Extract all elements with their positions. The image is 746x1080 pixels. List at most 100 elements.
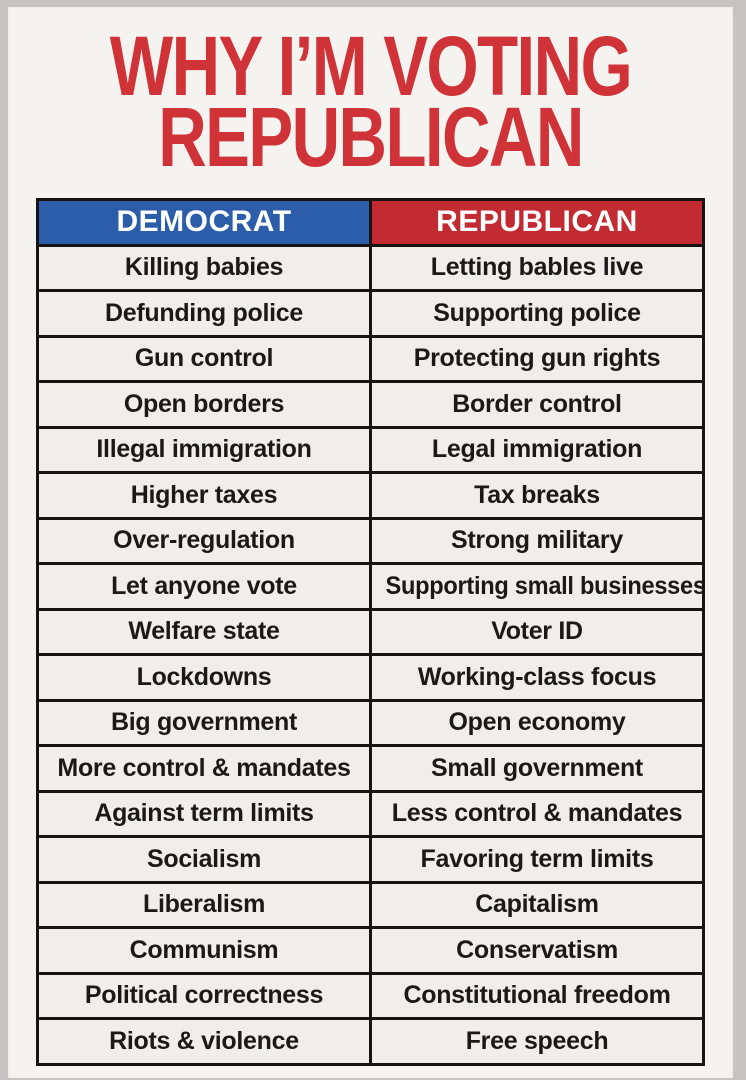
democrat-cell: Defunding police: [36, 289, 372, 338]
table-row: Illegal immigration Legal immigration: [36, 425, 705, 474]
page-title-line2: REPUBLICAN: [158, 90, 584, 184]
democrat-cell-label: Communism: [129, 935, 279, 964]
democrat-cell: Political correctness: [36, 971, 372, 1020]
democrat-cell: Welfare state: [36, 607, 372, 656]
democrat-cell-label: Gun control: [134, 344, 274, 373]
republican-cell-label: Constitutional freedom: [403, 981, 671, 1010]
table-header-row: DEMOCRAT REPUBLICAN: [36, 198, 705, 247]
democrat-cell: Communism: [36, 926, 372, 975]
republican-cell: Border control: [369, 380, 705, 429]
democrat-cell: Lockdowns: [36, 653, 372, 702]
democrat-cell-label: Political correctness: [84, 981, 324, 1010]
table-row: Against term limits Less control & mandat…: [36, 789, 705, 838]
page-content: WHY I’M VOTING REPUBLICAN DEMOCRAT REPUB…: [8, 7, 733, 1078]
democrat-cell: Killing babies: [36, 243, 372, 292]
republican-cell: Letting bables live: [369, 243, 705, 292]
democrat-cell-label: Defunding police: [105, 298, 303, 327]
democrat-cell-label: More control & mandates: [57, 753, 351, 782]
table-body: Killing babies Letting bables live Defundi…: [36, 243, 705, 1066]
democrat-cell: Socialism: [36, 835, 372, 884]
republican-cell-label: Conservatism: [456, 935, 618, 964]
republican-cell: Voter ID: [369, 607, 705, 656]
democrat-cell-label: Socialism: [146, 844, 262, 873]
table-row: Riots & violence Free speech: [36, 1017, 705, 1066]
header-republican-label: REPUBLICAN: [436, 205, 638, 239]
page-title: WHY I’M VOTING REPUBLICAN: [81, 19, 661, 184]
republican-cell-label: Capitalism: [475, 890, 599, 919]
democrat-cell-label: Against term limits: [94, 799, 314, 828]
democrat-cell-label: Illegal immigration: [96, 435, 312, 464]
democrat-cell: More control & mandates: [36, 744, 372, 793]
republican-cell: Tax breaks: [369, 471, 705, 520]
democrat-cell: Gun control: [36, 334, 372, 383]
header-democrat: DEMOCRAT: [36, 198, 372, 247]
republican-cell-label: Free speech: [465, 1026, 609, 1055]
republican-cell-label: Supporting police: [433, 298, 641, 327]
republican-cell: Constitutional freedom: [369, 971, 705, 1020]
democrat-cell: Riots & violence: [36, 1017, 372, 1066]
republican-cell: Conservatism: [369, 926, 705, 975]
democrat-cell: Higher taxes: [36, 471, 372, 520]
democrat-cell-label: Welfare state: [128, 617, 280, 646]
republican-cell: Free speech: [369, 1017, 705, 1066]
democrat-cell: Big government: [36, 698, 372, 747]
democrat-cell-label: Big government: [110, 708, 298, 737]
democrat-cell-label: Over-regulation: [113, 526, 295, 555]
democrat-cell: Illegal immigration: [36, 425, 372, 474]
republican-cell: Less control & mandates: [369, 789, 705, 838]
republican-cell: Favoring term limits: [369, 835, 705, 884]
republican-cell: Capitalism: [369, 880, 705, 929]
democrat-cell-label: Let anyone vote: [111, 571, 297, 600]
table-row: Socialism Favoring term limits: [36, 835, 705, 884]
democrat-cell: Open borders: [36, 380, 372, 429]
table-row: Big government Open economy: [36, 698, 705, 747]
republican-cell: Small government: [369, 744, 705, 793]
table-row: More control & mandates Small government: [36, 744, 705, 793]
table-row: Welfare state Voter ID: [36, 607, 705, 656]
republican-cell: Strong military: [369, 516, 705, 565]
republican-cell-label: Protecting gun rights: [413, 344, 661, 373]
republican-cell-label: Less control & mandates: [391, 799, 683, 828]
republican-cell: Supporting small businesses: [369, 562, 705, 611]
republican-cell-label: Supporting small businesses: [385, 571, 704, 600]
republican-cell-label: Letting bables live: [430, 253, 644, 282]
republican-cell: Legal immigration: [369, 425, 705, 474]
republican-cell-label: Voter ID: [491, 617, 583, 646]
table-row: Over-regulation Strong military: [36, 516, 705, 565]
democrat-cell-label: Liberalism: [142, 890, 266, 919]
democrat-cell-label: Open borders: [123, 389, 285, 418]
democrat-cell: Against term limits: [36, 789, 372, 838]
democrat-cell-label: Riots & violence: [109, 1026, 299, 1055]
republican-cell: Working-class focus: [369, 653, 705, 702]
republican-cell-label: Open economy: [448, 708, 626, 737]
page-title-line1: WHY I’M VOTING: [109, 19, 633, 113]
table-row: Liberalism Capitalism: [36, 880, 705, 929]
republican-cell: Open economy: [369, 698, 705, 747]
header-republican: REPUBLICAN: [369, 198, 705, 247]
republican-cell: Supporting police: [369, 289, 705, 338]
table-row: Communism Conservatism: [36, 926, 705, 975]
democrat-cell-label: Killing babies: [124, 253, 284, 282]
republican-cell-label: Small government: [431, 753, 643, 782]
comparison-table: DEMOCRAT REPUBLICAN Killing babies Lettin…: [36, 198, 705, 1066]
table-row: Defunding police Supporting police: [36, 289, 705, 338]
table-row: Political correctness Constitutional free…: [36, 971, 705, 1020]
header-democrat-label: DEMOCRAT: [116, 205, 292, 239]
democrat-cell: Over-regulation: [36, 516, 372, 565]
democrat-cell: Let anyone vote: [36, 562, 372, 611]
republican-cell-label: Favoring term limits: [420, 844, 654, 873]
republican-cell-label: Tax breaks: [474, 480, 600, 509]
republican-cell: Protecting gun rights: [369, 334, 705, 383]
republican-cell-label: Working-class focus: [417, 662, 657, 691]
table-row: Open borders Border control: [36, 380, 705, 429]
table-row: Lockdowns Working-class focus: [36, 653, 705, 702]
republican-cell-label: Strong military: [451, 526, 623, 555]
table-row: Gun control Protecting gun rights: [36, 334, 705, 383]
table-header: DEMOCRAT REPUBLICAN: [36, 198, 705, 247]
democrat-cell: Liberalism: [36, 880, 372, 929]
republican-cell-label: Border control: [452, 389, 622, 418]
democrat-cell-label: Lockdowns: [136, 662, 272, 691]
republican-cell-label: Legal immigration: [431, 435, 643, 464]
table-row: Killing babies Letting bables live: [36, 243, 705, 292]
